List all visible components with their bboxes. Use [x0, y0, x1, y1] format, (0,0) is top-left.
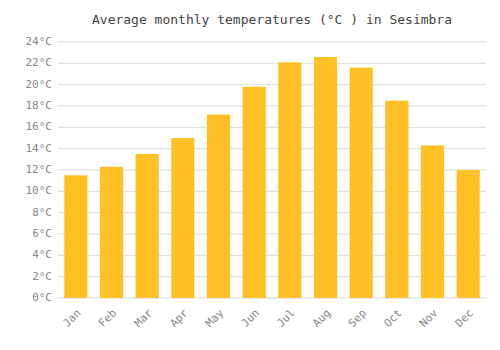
y-tick-label: 6°C	[32, 227, 52, 240]
title: Average monthly temperatures (°C ) in Se…	[92, 12, 452, 27]
y-tick-label: 24°C	[26, 35, 53, 48]
x-tick-label: Mar	[132, 306, 156, 330]
chart: Average monthly temperatures (°C ) in Se…	[0, 0, 500, 350]
bar	[64, 175, 87, 298]
grid-line	[58, 84, 486, 85]
bar	[100, 167, 123, 298]
x-tick-label: Jun	[239, 307, 262, 330]
bars	[64, 57, 480, 298]
bar	[350, 68, 373, 298]
bar	[385, 101, 408, 298]
bar	[314, 57, 337, 298]
y-tick-label: 18°C	[26, 99, 53, 112]
bar	[136, 154, 159, 298]
y-tick-label: 8°C	[32, 206, 52, 219]
x-tick-label: Jan	[60, 307, 83, 330]
x-tick-label: Dec	[453, 307, 476, 330]
bar	[207, 115, 230, 298]
bar	[243, 87, 266, 298]
x-tick-label: Apr	[167, 306, 191, 330]
y-tick-label: 20°C	[26, 78, 53, 91]
bar	[171, 138, 194, 298]
chart-container: Average monthly temperatures (°C ) in Se…	[0, 0, 500, 350]
y-tick-label: 10°C	[26, 184, 53, 197]
y-tick-label: 16°C	[26, 120, 53, 133]
y-tick-label: 0°C	[32, 291, 52, 304]
y-tick-label: 12°C	[26, 163, 53, 176]
x-tick-label: Oct	[381, 307, 404, 330]
y-tick-label: 4°C	[32, 248, 52, 261]
y-axis: 0°C 2°C 4°C 6°C 8°C 10°C 12°C 14°C 16°C 18°C 20°C 2…	[26, 35, 487, 304]
grid-line	[58, 106, 486, 107]
bar	[457, 170, 480, 298]
bar	[278, 62, 301, 298]
x-tick-label: Sep	[346, 307, 369, 330]
grid-line	[58, 127, 486, 128]
x-tick-label: Nov	[417, 306, 441, 330]
y-tick-label: 2°C	[32, 270, 52, 283]
x-tick-label: May	[203, 306, 227, 330]
x-tick-label: Jul	[274, 307, 297, 330]
grid-line	[58, 63, 486, 64]
x-axis: Jan Feb Mar Apr May Jun Jul Aug Sep Oct Nov Dec	[60, 306, 476, 330]
grid-line	[58, 42, 486, 43]
x-tick-label: Feb	[96, 307, 119, 330]
x-tick-label: Aug	[310, 307, 333, 330]
bar	[421, 145, 444, 298]
y-tick-label: 22°C	[26, 56, 53, 69]
y-tick-label: 14°C	[26, 142, 53, 155]
